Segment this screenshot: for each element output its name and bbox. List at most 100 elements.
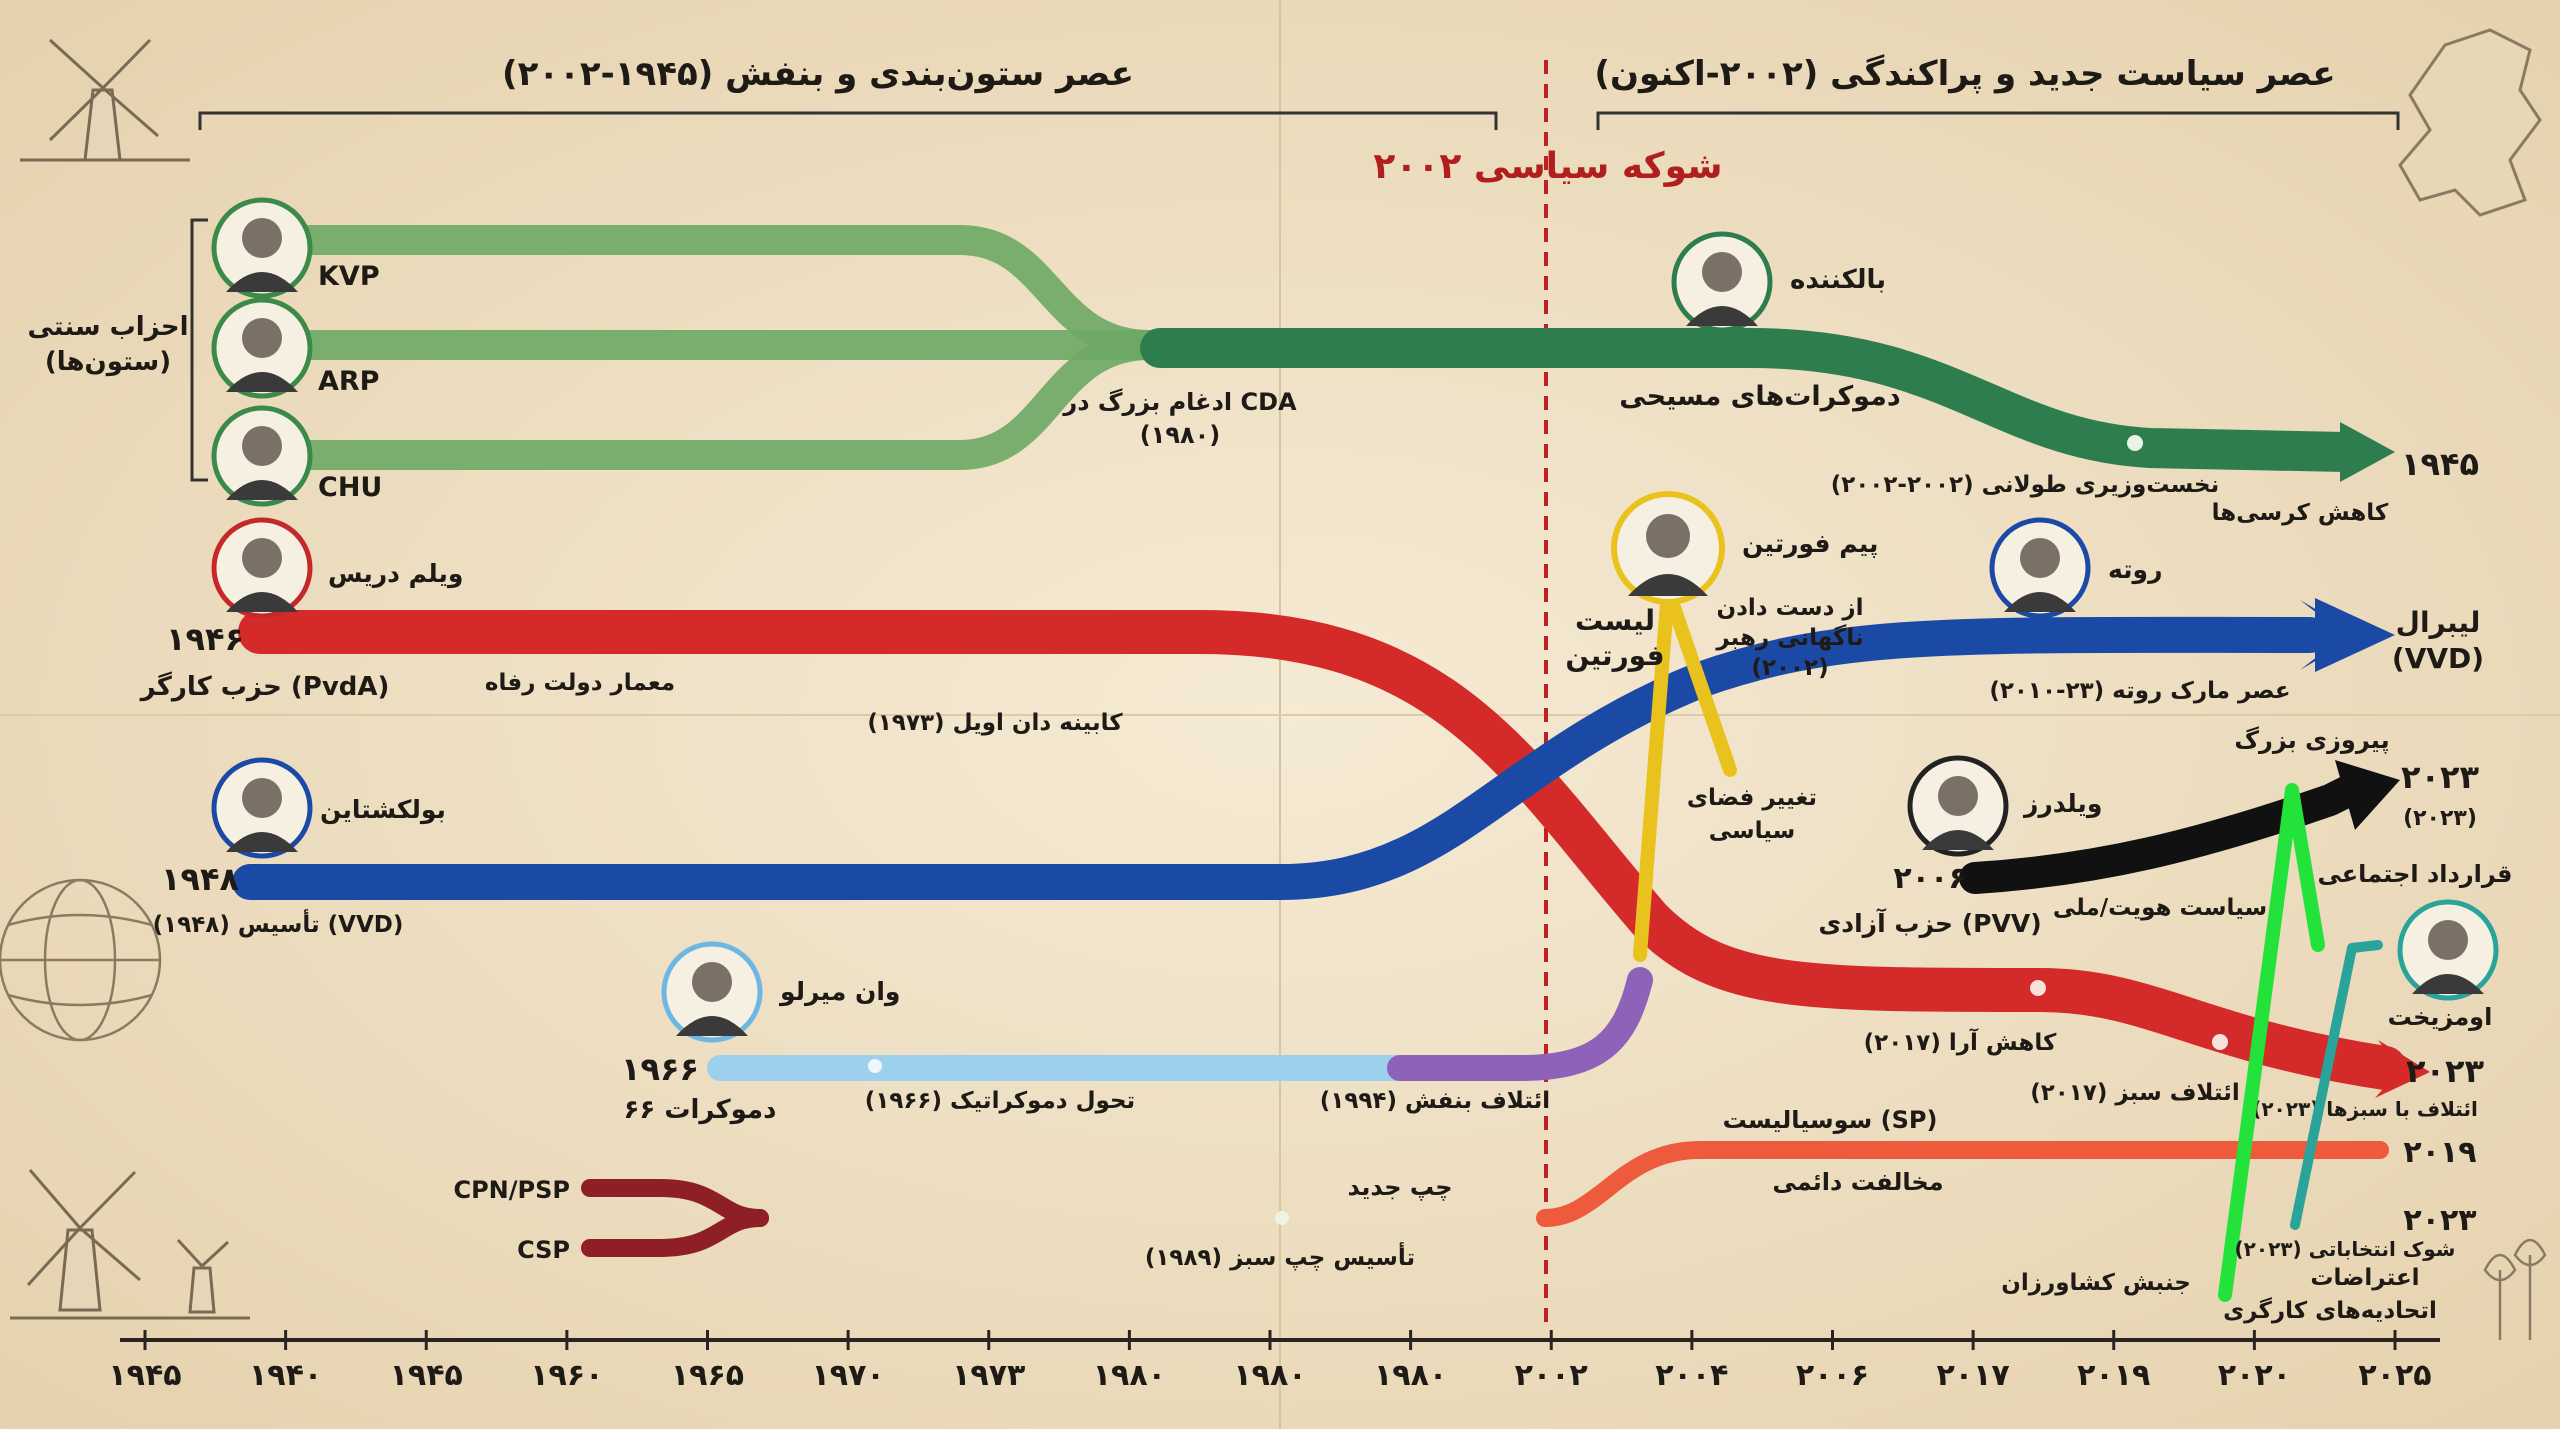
gl-founded-label: تأسیس چپ سبز (۱۹۸۹): [1145, 1241, 1415, 1271]
vvd-start-year: ۱۹۴۸: [161, 860, 240, 898]
drees-label: ویلم دریس: [328, 559, 463, 589]
pillars-group-sublabel: (ستون‌ها): [45, 347, 171, 377]
cda-decline-label: کاهش کرسی‌ها: [2212, 500, 2389, 526]
timeline-tick-label: ۲۰۰۴: [1655, 1358, 1728, 1393]
fortuyn-loss-line3: (۲۰۰۲): [1751, 655, 1828, 681]
era-left-bracket: [198, 111, 1498, 130]
avatar-balkenende: [1671, 231, 1773, 333]
gl-marker: [1275, 1211, 1289, 1225]
cda-stream: [285, 225, 2365, 472]
rutte-era-label: عصر مارک روته (۲۳-۲۰۱۰): [1989, 678, 2290, 704]
pvda-end-label: ائتلاف با سبزها (۲۰۲۳): [2252, 1097, 2478, 1121]
cda-arrowhead: [2340, 422, 2395, 482]
d66-name-label: دموکرات ۶۶: [624, 1095, 777, 1125]
pvv-end-sublabel: (۲۰۲۳): [2403, 806, 2477, 831]
farmers-movement-stream: [2218, 783, 2325, 1302]
avatar-drees: [211, 517, 313, 619]
gl-end-year: ۲۰۲۳: [2403, 1203, 2476, 1238]
bolkestein-label: بولکشتاین: [320, 795, 446, 825]
arp-label: ARP: [318, 366, 379, 397]
left-stream: [581, 1141, 2389, 1257]
social-contract-label: قرارداد اجتماعی: [2318, 860, 2513, 888]
csp-label: CSP: [517, 1236, 570, 1264]
era-left-title: عصر ستون‌بندی و بنفش (۱۹۴۵-۲۰۰۲): [502, 54, 1134, 94]
fortuyn-leader-label: پیم فورتین: [1742, 529, 1878, 559]
sp-label: سوسیالیست (SP): [1723, 1106, 1938, 1134]
timeline-tick-label: ۱۹۴۵: [108, 1358, 181, 1393]
pvda-denuyl-label: کابینه دان اویل (۱۹۷۳): [867, 710, 1123, 736]
fortuyn-list-label: لیست: [1575, 604, 1655, 637]
cda-merge-year: (۱۹۸۰): [1140, 421, 1221, 449]
timeline-tick-label: ۱۹۸۰: [1093, 1358, 1166, 1393]
omtzigt-stream: [2290, 940, 2383, 1230]
avatar-van-mierlo: [661, 941, 763, 1043]
avatar-fortuyn: [1611, 491, 1725, 605]
vvd-end-label: لیبرال: [2396, 606, 2481, 639]
new-left-label: چپ جدید: [1347, 1173, 1452, 1201]
cpn-label: CPN/PSP: [453, 1176, 570, 1204]
netherlands-map-icon: [2398, 28, 2542, 217]
avatar-arp: [211, 297, 313, 399]
tulip-icon: [2483, 1238, 2547, 1340]
pvv-arrowhead: [2335, 760, 2400, 830]
van-mierlo-label: وان میرلو: [778, 977, 900, 1007]
timeline-tick-label: ۲۰۱۷: [1937, 1358, 2010, 1393]
timeline-tick-label: ۲۰۰۶: [1796, 1358, 1869, 1393]
sp-end-year: ۲۰۱۹: [2403, 1135, 2476, 1170]
pvda-green-label: ائتلاف سبز (۲۰۱۷): [2030, 1080, 2240, 1106]
protests-line2: اتحادیه‌های کارگری: [2223, 1297, 2437, 1324]
pvda-marker: [2030, 980, 2046, 996]
vvd-arrowhead-tip: [2315, 598, 2395, 672]
cda-name-label: دموکرات‌های مسیحی: [1619, 381, 1900, 412]
timeline-tick-label: ۲۰۰۲: [1515, 1358, 1588, 1393]
d66-marker: [868, 1059, 882, 1073]
timeline-tick-label: ۱۹۶۵: [671, 1358, 744, 1393]
pvv-start-year: ۲۰۰۶: [1893, 861, 1966, 896]
election-shock-label: شوک انتخاباتی (۲۰۲۳): [2235, 1237, 2456, 1261]
fortuyn-loss-line1: از دست دادن: [1716, 595, 1863, 621]
purple-coalition-stream: [1387, 967, 1653, 1081]
timeline-tick-label: ۲۰۲۰: [2218, 1358, 2291, 1393]
pvda-arrowhead: [2375, 1040, 2430, 1098]
pvda-marker: [2212, 1034, 2228, 1050]
chu-label: CHU: [318, 472, 382, 503]
cda-merge-label: ادغام بزرگ در CDA: [1062, 388, 1297, 416]
kvp-label: KVP: [318, 261, 380, 292]
timeline-tick-label: ۱۹۷۳: [952, 1358, 1025, 1393]
cda-marker: [2127, 435, 2143, 451]
avatar-omtzigt: [2397, 899, 2499, 1001]
pvda-stream: [238, 610, 2407, 1090]
sp-opposition-label: مخالفت دائمی: [1772, 1168, 1943, 1196]
omtzigt-label: اومزیخت: [2388, 1003, 2493, 1031]
windmill-icon: [20, 38, 190, 162]
avatar-wilders: [1907, 755, 2009, 857]
avatar-chu: [211, 405, 313, 507]
timeline-tick-label: ۱۹۸۰: [1374, 1358, 1447, 1393]
avatar-kvp: [211, 197, 313, 299]
timeline-tick-label: ۱۹۴۵: [390, 1358, 463, 1393]
pvda-loss-label: کاهش آرا (۲۰۱۷): [1864, 1027, 2057, 1056]
pvv-victory-label: پیروزی بزرگ: [2234, 726, 2389, 754]
era-right-title: عصر سیاست جدید و پراکندگی (۲۰۰۲-اکنون): [1594, 54, 2335, 94]
cda-end-year: ۱۹۴۵: [2401, 445, 2479, 483]
pvv-identity-label: سیاست هویت/ملی: [2053, 895, 2267, 921]
timeline-tick-label: ۱۹۸۰: [1233, 1358, 1306, 1393]
era-right-bracket: [1596, 111, 2400, 130]
fortuyn-list-sublabel: فورتین: [1565, 639, 1664, 672]
cda-pm-label: نخست‌وزیری طولانی (۲۰۰۲-۲۰۰۲): [1831, 472, 2220, 498]
fortuyn-change-line2: سیاسی: [1709, 818, 1796, 844]
pvv-party-label: حزب آزادی (PVV): [1818, 908, 2041, 939]
timeline-tick-label: ۱۹۶۰: [530, 1358, 603, 1393]
pvv-end-year: ۲۰۲۳: [2401, 758, 2480, 796]
d66-start-year: ۱۹۶۶: [621, 1050, 699, 1088]
rutte-label: روته: [2108, 555, 2162, 585]
pvda-welfare-label: معمار دولت رفاه: [485, 670, 675, 696]
timeline-tick-label: ۱۹۷۰: [812, 1358, 885, 1393]
balkenende-label: بالکننده: [1790, 265, 1886, 295]
timeline-ticks: ۱۹۴۵ ۱۹۴۰ ۱۹۴۵ ۱۹۶۰ ۱۹۶۵ ۱۹۷۰ ۱۹۷۳ ۱۹۸۰ ۱۹۸۰ ۱۹۸۰…: [108, 1330, 2432, 1393]
d66-transform-label: تحول دموکراتیک (۱۹۶۶): [865, 1088, 1135, 1114]
protests-line1: اعتراضات: [2310, 1265, 2419, 1291]
windmill-icon: [10, 1169, 250, 1320]
